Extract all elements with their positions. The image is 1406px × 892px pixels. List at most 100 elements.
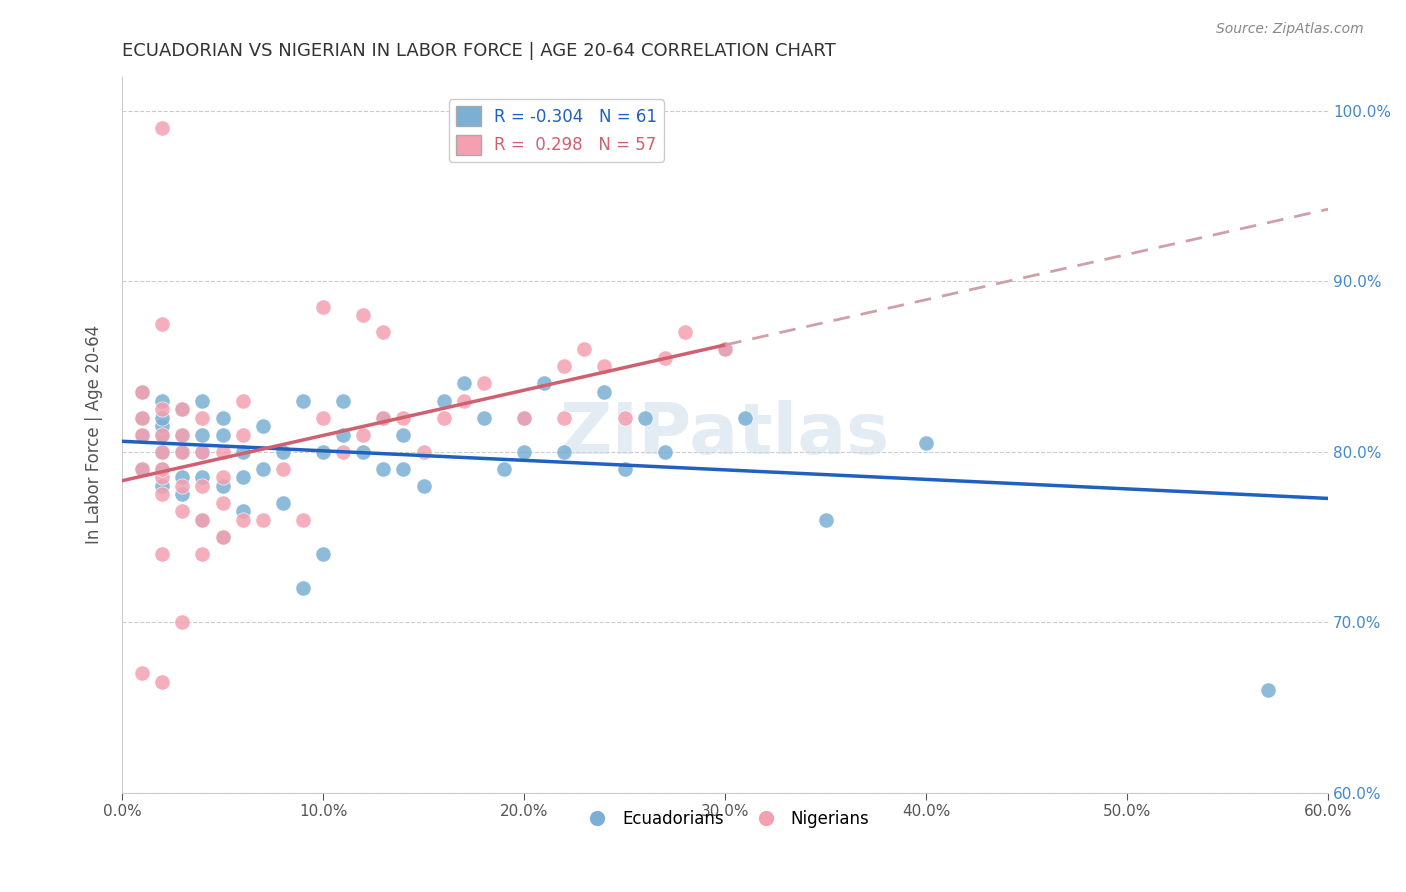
Point bbox=[211, 410, 233, 425]
Y-axis label: In Labor Force | Age 20-64: In Labor Force | Age 20-64 bbox=[86, 325, 103, 544]
Point bbox=[613, 461, 636, 475]
Point bbox=[131, 427, 153, 442]
Point bbox=[613, 410, 636, 425]
Point bbox=[553, 410, 575, 425]
Point bbox=[172, 479, 194, 493]
Point bbox=[291, 581, 314, 595]
Point bbox=[150, 674, 173, 689]
Point bbox=[232, 504, 254, 518]
Point bbox=[150, 487, 173, 501]
Point bbox=[172, 470, 194, 484]
Point bbox=[131, 384, 153, 399]
Point bbox=[392, 427, 415, 442]
Point bbox=[352, 308, 374, 322]
Point bbox=[533, 376, 555, 391]
Point bbox=[574, 343, 596, 357]
Point bbox=[191, 410, 214, 425]
Point bbox=[232, 513, 254, 527]
Point bbox=[172, 444, 194, 458]
Point bbox=[734, 410, 756, 425]
Point bbox=[150, 444, 173, 458]
Point bbox=[352, 427, 374, 442]
Point bbox=[191, 470, 214, 484]
Point bbox=[150, 402, 173, 417]
Point bbox=[634, 410, 657, 425]
Point bbox=[172, 615, 194, 629]
Point bbox=[915, 436, 938, 450]
Point bbox=[714, 343, 737, 357]
Point bbox=[352, 444, 374, 458]
Point bbox=[172, 402, 194, 417]
Point bbox=[172, 427, 194, 442]
Point bbox=[150, 419, 173, 434]
Point bbox=[654, 351, 676, 365]
Point bbox=[191, 444, 214, 458]
Point bbox=[191, 427, 214, 442]
Point bbox=[472, 376, 495, 391]
Point bbox=[332, 427, 354, 442]
Point bbox=[131, 461, 153, 475]
Point bbox=[150, 410, 173, 425]
Point bbox=[553, 359, 575, 374]
Point bbox=[232, 444, 254, 458]
Point bbox=[191, 479, 214, 493]
Point bbox=[131, 384, 153, 399]
Point bbox=[150, 461, 173, 475]
Point bbox=[513, 410, 536, 425]
Point bbox=[150, 444, 173, 458]
Point bbox=[172, 444, 194, 458]
Point bbox=[714, 343, 737, 357]
Point bbox=[373, 410, 395, 425]
Point bbox=[412, 444, 434, 458]
Text: ECUADORIAN VS NIGERIAN IN LABOR FORCE | AGE 20-64 CORRELATION CHART: ECUADORIAN VS NIGERIAN IN LABOR FORCE | … bbox=[122, 42, 835, 60]
Point bbox=[211, 427, 233, 442]
Point bbox=[654, 444, 676, 458]
Point bbox=[373, 326, 395, 340]
Point bbox=[291, 393, 314, 408]
Point bbox=[312, 410, 335, 425]
Legend: Ecuadorians, Nigerians: Ecuadorians, Nigerians bbox=[574, 803, 876, 834]
Point bbox=[453, 393, 475, 408]
Point bbox=[492, 461, 515, 475]
Point bbox=[232, 393, 254, 408]
Point bbox=[150, 427, 173, 442]
Point bbox=[191, 393, 214, 408]
Point bbox=[150, 393, 173, 408]
Point bbox=[373, 461, 395, 475]
Point bbox=[252, 513, 274, 527]
Point bbox=[232, 470, 254, 484]
Point bbox=[593, 384, 616, 399]
Point bbox=[131, 410, 153, 425]
Point bbox=[150, 479, 173, 493]
Point bbox=[150, 461, 173, 475]
Point bbox=[150, 427, 173, 442]
Point bbox=[271, 444, 294, 458]
Point bbox=[513, 444, 536, 458]
Point bbox=[172, 504, 194, 518]
Point bbox=[150, 317, 173, 331]
Point bbox=[211, 479, 233, 493]
Point bbox=[373, 410, 395, 425]
Point bbox=[271, 461, 294, 475]
Point bbox=[172, 427, 194, 442]
Point bbox=[312, 300, 335, 314]
Point bbox=[191, 444, 214, 458]
Point bbox=[252, 419, 274, 434]
Point bbox=[312, 444, 335, 458]
Point bbox=[472, 410, 495, 425]
Point bbox=[513, 410, 536, 425]
Point bbox=[150, 470, 173, 484]
Point bbox=[232, 427, 254, 442]
Point bbox=[453, 376, 475, 391]
Point bbox=[211, 530, 233, 544]
Point bbox=[131, 410, 153, 425]
Point bbox=[1257, 683, 1279, 698]
Point bbox=[553, 444, 575, 458]
Point bbox=[291, 513, 314, 527]
Point bbox=[131, 461, 153, 475]
Point bbox=[172, 487, 194, 501]
Point bbox=[211, 470, 233, 484]
Point bbox=[271, 496, 294, 510]
Point bbox=[673, 326, 696, 340]
Text: Source: ZipAtlas.com: Source: ZipAtlas.com bbox=[1216, 22, 1364, 37]
